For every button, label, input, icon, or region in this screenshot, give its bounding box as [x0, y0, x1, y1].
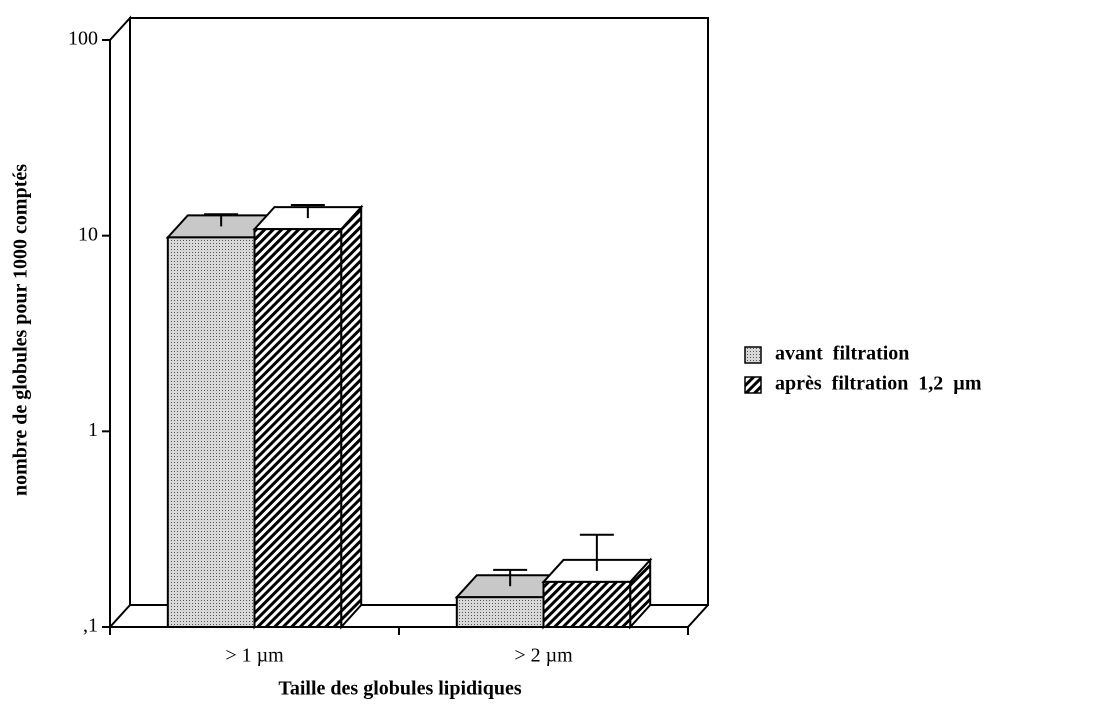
y-tick-label: ,1: [83, 615, 98, 637]
x-axis-title: Taille des globules lipidiques: [278, 678, 521, 700]
legend-swatch: [744, 346, 762, 364]
y-tick-label: 1: [88, 419, 98, 441]
bar: [542, 580, 632, 628]
y-axis-title: nombre de globules pour 1000 comptés: [10, 164, 32, 496]
legend-label: après filtration 1,2 µm: [775, 373, 982, 395]
legend-label: avant filtration: [775, 343, 909, 365]
bar-side: [340, 204, 363, 630]
x-tick-label: > 2 µm: [514, 645, 573, 667]
legend-swatch: [744, 376, 762, 394]
x-tick-label: > 1 µm: [225, 645, 284, 667]
bar: [166, 236, 256, 629]
left-wall: [109, 15, 131, 630]
bar: [253, 228, 343, 629]
floor-right: [687, 604, 709, 628]
bar: [455, 596, 545, 629]
y-tick-label: 100: [68, 28, 98, 50]
y-tick-label: 10: [78, 223, 98, 245]
